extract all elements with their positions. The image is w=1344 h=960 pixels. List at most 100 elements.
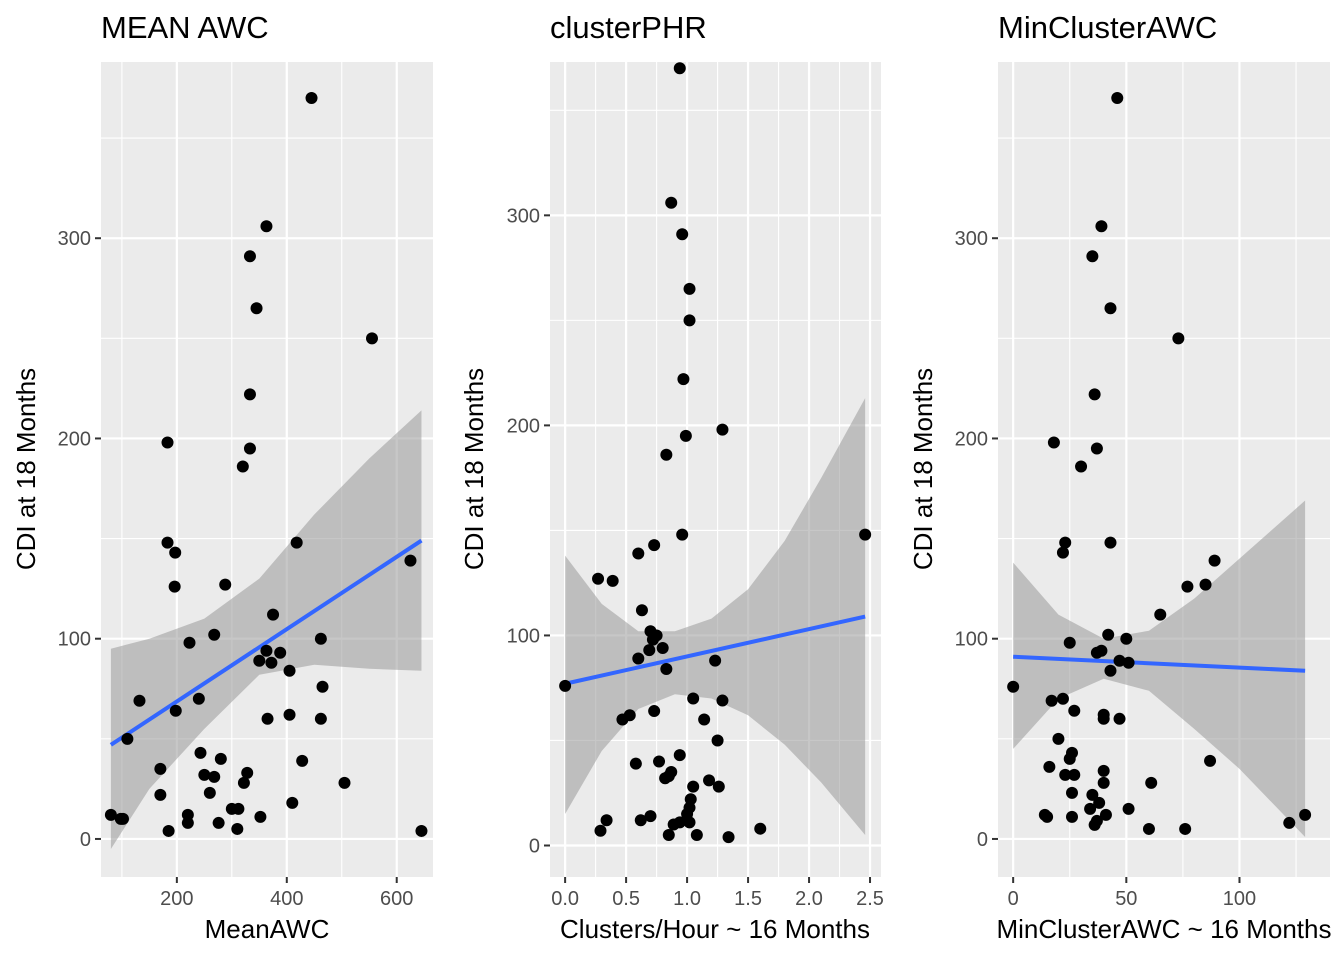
data-point: [161, 536, 174, 549]
y-axis-label: CDI at 18 Months: [11, 368, 41, 570]
x-axis-label: MinClusterAWC ~ 16 Months: [997, 914, 1332, 944]
x-tick-label: 1.5: [734, 888, 762, 910]
fit-line-layer: [1013, 654, 1306, 673]
data-point: [1056, 546, 1069, 559]
axis-ticks: 0.0 0.5 1.0 1.5 2.0 2.5 0 100 200 300: [507, 205, 884, 910]
data-point: [648, 539, 661, 552]
data-point: [1102, 628, 1115, 641]
data-point: [214, 752, 227, 765]
data-point: [305, 92, 318, 105]
data-point: [133, 694, 146, 707]
y-tick-label: 100: [58, 629, 91, 651]
data-point: [1181, 580, 1194, 593]
panel-title: clusterPHR: [550, 10, 707, 45]
data-point: [1113, 712, 1126, 725]
data-point: [314, 632, 327, 645]
x-axis-label: Clusters/Hour ~ 16 Months: [560, 914, 870, 944]
data-point: [290, 536, 303, 549]
data-point: [687, 692, 700, 705]
confidence-ribbon-layer: [110, 410, 422, 849]
data-point: [1095, 644, 1108, 657]
x-tick-label: 0.0: [551, 888, 579, 910]
data-point: [1120, 632, 1133, 645]
data-point: [261, 712, 274, 725]
data-point: [660, 448, 673, 461]
data-point: [1090, 442, 1103, 455]
data-point: [254, 810, 267, 823]
data-point: [1066, 810, 1079, 823]
data-point: [1204, 754, 1217, 767]
data-point: [1084, 802, 1097, 815]
data-point: [1104, 664, 1117, 677]
fit-line-layer: [564, 614, 866, 686]
x-tick-label: 400: [270, 888, 303, 910]
data-point: [646, 633, 659, 646]
data-point: [208, 628, 221, 641]
data-point: [283, 708, 296, 721]
data-point: [683, 816, 696, 829]
x-tick-label: 2.5: [856, 888, 884, 910]
data-point: [667, 818, 680, 831]
data-point: [243, 388, 256, 401]
data-points: [1007, 92, 1312, 835]
data-point: [1063, 752, 1076, 765]
data-point: [703, 774, 716, 787]
data-point: [643, 644, 656, 657]
confidence-ribbon: [565, 398, 866, 835]
data-point: [716, 694, 729, 707]
data-point: [168, 580, 181, 593]
data-point: [616, 713, 629, 726]
data-point: [644, 810, 657, 823]
data-point: [365, 332, 378, 345]
axis-ticks: 200 400 600 0 100 200 300: [58, 228, 414, 910]
data-point: [659, 772, 672, 785]
confidence-ribbon: [110, 410, 422, 849]
data-point: [154, 762, 167, 775]
data-point: [859, 528, 872, 541]
data-point: [236, 460, 249, 473]
data-point: [192, 692, 205, 705]
panel-mean-awc: MEAN AWC 200 400 600 0 100 200 300 MeanAWC CDI…: [11, 10, 433, 944]
data-point: [648, 705, 661, 718]
data-point: [687, 780, 700, 793]
data-point: [169, 546, 182, 559]
panel-cluster-phr: clusterPHR 0.0 0.5 1.0 1.5 2.0 2.50100200300 …: [459, 10, 884, 944]
data-points: [559, 62, 872, 844]
data-point: [286, 796, 299, 809]
data-point: [1104, 536, 1117, 549]
data-point: [656, 642, 669, 655]
data-point: [169, 704, 182, 717]
y-tick-label: 100: [955, 629, 988, 651]
data-point: [338, 776, 351, 789]
data-point: [1088, 388, 1101, 401]
y-tick-label: 0: [80, 829, 91, 851]
data-point: [690, 828, 703, 841]
data-point: [673, 749, 686, 762]
x-tick-label: 0: [1008, 888, 1019, 910]
y-tick-label: 300: [58, 228, 91, 250]
y-tick-label: 100: [507, 625, 540, 647]
data-point: [629, 757, 642, 770]
data-point: [154, 788, 167, 801]
data-point: [194, 746, 207, 759]
x-axis-label: MeanAWC: [205, 914, 330, 944]
x-tick-label: 600: [380, 888, 413, 910]
confidence-ribbon-layer: [565, 398, 866, 835]
data-point: [632, 547, 645, 560]
data-point: [1199, 578, 1212, 591]
confidence-ribbon: [1013, 500, 1306, 837]
data-point: [219, 578, 232, 591]
data-point: [635, 604, 648, 617]
y-tick-label: 200: [58, 428, 91, 450]
data-point: [316, 680, 329, 693]
data-point: [1068, 768, 1081, 781]
data-point: [1208, 554, 1221, 567]
regression-line: [1013, 654, 1306, 673]
data-point: [1113, 654, 1126, 667]
data-point: [1104, 302, 1117, 315]
data-point: [673, 62, 686, 75]
data-point: [260, 220, 273, 233]
data-point: [1122, 802, 1135, 815]
data-point: [243, 250, 256, 263]
